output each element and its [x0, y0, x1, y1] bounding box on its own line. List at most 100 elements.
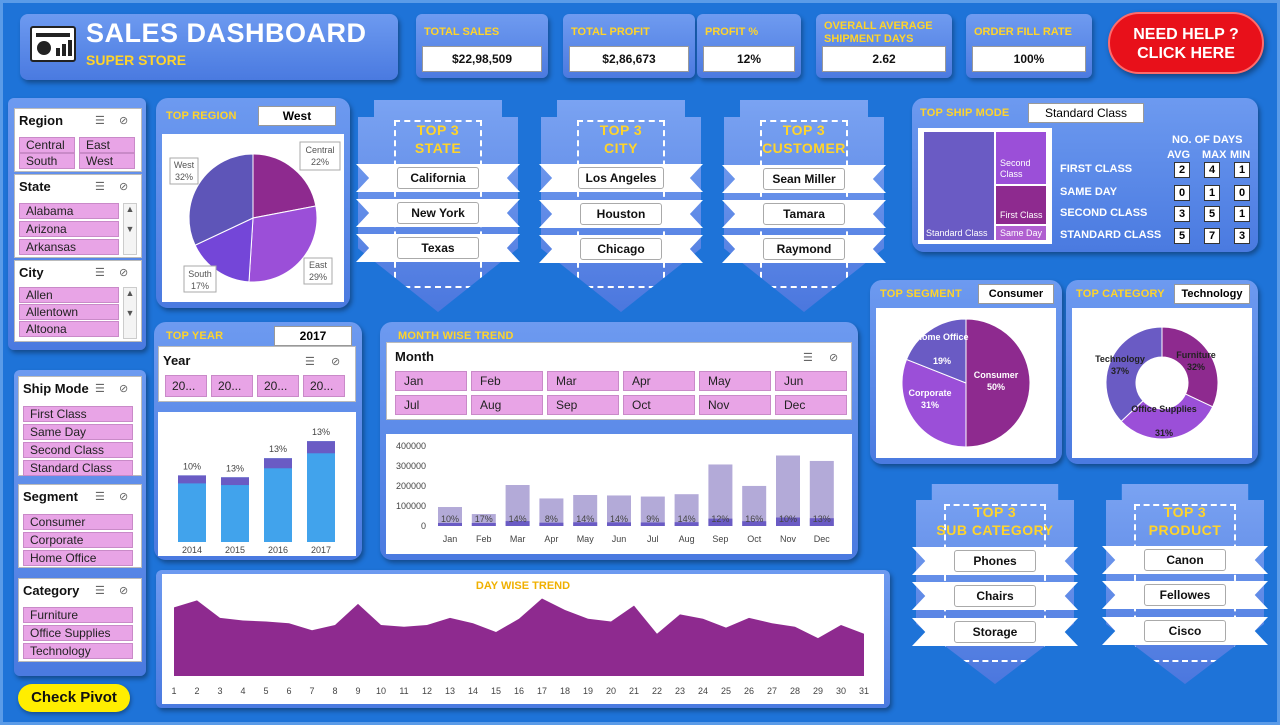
multiselect-icon[interactable]: ☰ [95, 585, 105, 597]
month-bar-profit [742, 521, 767, 526]
month-bar-label: 8% [545, 514, 558, 524]
slicer-item[interactable]: Same Day [23, 424, 133, 440]
month-bar [742, 485, 767, 526]
donut-slice-furniture [1161, 326, 1219, 408]
top3-title: TOP 3 [416, 122, 460, 138]
top3-state-3: Texas [397, 237, 479, 259]
slicer-item[interactable]: Jul [395, 395, 467, 415]
slicer-item[interactable]: Standard Class [23, 460, 133, 476]
multiselect-icon[interactable]: ☰ [95, 383, 105, 395]
ship-min: 3 [1234, 228, 1250, 244]
month-bar-label: 14% [509, 514, 527, 524]
year-bar-profit [221, 477, 249, 486]
slicer-item[interactable]: Central [19, 137, 75, 153]
day-tick-label: 8 [332, 686, 337, 696]
slicer-item[interactable]: Technology [23, 643, 133, 659]
day-tick-label: 12 [422, 686, 432, 696]
slicer-item[interactable]: Jun [775, 371, 847, 391]
slicer-item[interactable]: South [19, 153, 75, 169]
ship-min: 1 [1234, 206, 1250, 222]
top3-subtitle: SUB CATEGORY [936, 522, 1054, 538]
kpi-label: TOTAL SALES [424, 26, 500, 38]
slicer-item[interactable]: Mar [547, 371, 619, 391]
clear-filter-icon[interactable]: ⊘ [119, 181, 129, 193]
day-tick-label: 18 [560, 686, 570, 696]
scrollbar[interactable]: ▲ ▼ [123, 287, 137, 339]
pie-slice-east [248, 205, 318, 283]
top3-title: TOP 3 [1163, 504, 1207, 520]
slicer-item[interactable]: Sep [547, 395, 619, 415]
clear-filter-icon[interactable]: ⊘ [119, 267, 129, 279]
slicer-item[interactable]: May [699, 371, 771, 391]
slicer-item[interactable]: Arizona [19, 221, 119, 237]
multiselect-icon[interactable]: ☰ [95, 181, 105, 193]
slicer-item[interactable]: Nov [699, 395, 771, 415]
slicer-item[interactable]: Home Office [23, 550, 133, 566]
clear-filter-icon[interactable]: ⊘ [119, 585, 129, 597]
ship-mode-treemap: Standard Class Second Class First Class … [918, 128, 1052, 244]
multiselect-icon[interactable]: ☰ [95, 267, 105, 279]
pie-pct-west: 32% [175, 172, 193, 182]
top3-customer-2: Tamara [763, 203, 845, 225]
scrollbar[interactable]: ▲ ▼ [123, 203, 137, 255]
top3-city-3: Chicago [580, 238, 662, 260]
slicer-item[interactable]: Consumer [23, 514, 133, 530]
slicer-item[interactable]: Jan [395, 371, 467, 391]
slicer-item[interactable]: Feb [471, 371, 543, 391]
slicer-item[interactable]: Second Class [23, 442, 133, 458]
slicer-item[interactable]: Office Supplies [23, 625, 133, 641]
slicer-item[interactable]: Alabama [19, 203, 119, 219]
slicer-item[interactable]: Arkansas [19, 239, 119, 255]
month-tick-label: May [577, 534, 595, 544]
slicer-item[interactable]: 20... [165, 375, 207, 397]
clear-filter-icon[interactable]: ⊘ [119, 383, 129, 395]
slicer-item[interactable]: Allentown [19, 304, 119, 320]
clear-filter-icon[interactable]: ⊘ [331, 356, 341, 368]
top3-title: TOP 3 [782, 122, 826, 138]
slicer-item[interactable]: West [79, 153, 135, 169]
month-tick-label: Apr [544, 534, 558, 544]
month-tick-label: Oct [747, 534, 762, 544]
multiselect-icon[interactable]: ☰ [95, 491, 105, 503]
clear-filter-icon[interactable]: ⊘ [119, 115, 129, 127]
slicer-item[interactable]: 20... [211, 375, 253, 397]
day-area [174, 598, 864, 676]
slicer-item[interactable]: Allen [19, 287, 119, 303]
month-bar [573, 494, 598, 526]
slicer-item[interactable]: East [79, 137, 135, 153]
year-bar-label: 10% [183, 461, 201, 471]
month-trend-panel: MONTH WISE TREND Month ☰ ⊘ Jan Feb Mar A… [380, 322, 858, 560]
multiselect-icon[interactable]: ☰ [305, 356, 315, 368]
slicer-item[interactable]: Corporate [23, 532, 133, 548]
month-bar-profit [674, 522, 699, 526]
slicer-item[interactable]: Aug [471, 395, 543, 415]
slicer-item[interactable]: Altoona [19, 321, 119, 337]
cat-pct-furniture: 32% [1187, 362, 1205, 372]
seg-label-consumer: Consumer [974, 370, 1019, 380]
slicer-item[interactable]: Apr [623, 371, 695, 391]
slicer-item[interactable]: First Class [23, 406, 133, 422]
slicer-item[interactable]: 20... [257, 375, 299, 397]
day-tick-label: 23 [675, 686, 685, 696]
col-min: MIN [1230, 149, 1251, 161]
day-area-chart: 1 2 3 4 5 6 7 8 9 10 11 12 13 14 15 16 17 18 19 20 21 22 23 24 2… [171, 598, 869, 696]
clear-filter-icon[interactable]: ⊘ [119, 491, 129, 503]
slicer-item[interactable]: Oct [623, 395, 695, 415]
slicer-title: Year [163, 353, 191, 368]
slicer-item[interactable]: Furniture [23, 607, 133, 623]
slicer-title: Month [395, 349, 434, 364]
month-bar [471, 514, 496, 526]
help-button[interactable]: NEED HELP ? CLICK HERE [1108, 12, 1264, 74]
kpi-label: TOTAL PROFIT [571, 26, 650, 38]
month-bar-label: 17% [475, 514, 493, 524]
multiselect-icon[interactable]: ☰ [803, 352, 813, 364]
pie-label-east: East [309, 260, 328, 270]
pie-slice-corporate [901, 358, 967, 448]
slicer-item[interactable]: 20... [303, 375, 345, 397]
check-pivot-button[interactable]: Check Pivot [18, 684, 130, 712]
multiselect-icon[interactable]: ☰ [95, 115, 105, 127]
slicer-title: Ship Mode [23, 381, 89, 396]
month-tick-label: Jun [612, 534, 627, 544]
clear-filter-icon[interactable]: ⊘ [829, 352, 839, 364]
slicer-item[interactable]: Dec [775, 395, 847, 415]
